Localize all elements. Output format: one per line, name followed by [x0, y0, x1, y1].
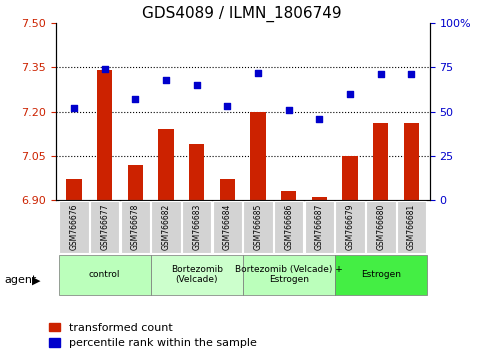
Bar [342, 156, 358, 200]
Bar [66, 179, 82, 200]
Point [408, 72, 415, 77]
Text: control: control [89, 270, 120, 279]
Text: GSM766678: GSM766678 [131, 203, 140, 250]
FancyBboxPatch shape [182, 201, 212, 253]
Point [346, 91, 354, 97]
FancyBboxPatch shape [243, 255, 335, 295]
Legend: transformed count, percentile rank within the sample: transformed count, percentile rank withi… [49, 322, 257, 348]
Bar [158, 129, 174, 200]
Text: GSM766679: GSM766679 [346, 203, 355, 250]
Bar [281, 191, 297, 200]
Bar [220, 179, 235, 200]
Point [101, 66, 109, 72]
FancyBboxPatch shape [335, 255, 427, 295]
Point [193, 82, 200, 88]
FancyBboxPatch shape [90, 201, 119, 253]
Text: GSM766684: GSM766684 [223, 203, 232, 250]
Text: GSM766682: GSM766682 [161, 203, 170, 250]
Text: GSM766687: GSM766687 [315, 203, 324, 250]
Text: GSM766686: GSM766686 [284, 203, 293, 250]
FancyBboxPatch shape [121, 201, 150, 253]
FancyBboxPatch shape [151, 255, 243, 295]
FancyBboxPatch shape [274, 201, 303, 253]
Text: GSM766677: GSM766677 [100, 203, 109, 250]
Text: GSM766685: GSM766685 [254, 203, 263, 250]
Point [162, 77, 170, 82]
Bar [373, 123, 388, 200]
Bar [312, 197, 327, 200]
FancyBboxPatch shape [58, 255, 151, 295]
FancyBboxPatch shape [59, 201, 89, 253]
Text: Estrogen: Estrogen [361, 270, 401, 279]
Text: agent: agent [5, 275, 37, 285]
Text: ▶: ▶ [32, 275, 41, 285]
Text: GSM766676: GSM766676 [70, 203, 78, 250]
Point [224, 103, 231, 109]
Bar [189, 144, 204, 200]
Point [254, 70, 262, 75]
Bar [128, 165, 143, 200]
Text: GDS4089 / ILMN_1806749: GDS4089 / ILMN_1806749 [142, 5, 341, 22]
FancyBboxPatch shape [335, 201, 365, 253]
FancyBboxPatch shape [305, 201, 334, 253]
FancyBboxPatch shape [213, 201, 242, 253]
Bar [97, 70, 113, 200]
Text: GSM766683: GSM766683 [192, 203, 201, 250]
Bar [404, 123, 419, 200]
Point [131, 96, 139, 102]
FancyBboxPatch shape [397, 201, 426, 253]
FancyBboxPatch shape [243, 201, 273, 253]
FancyBboxPatch shape [151, 201, 181, 253]
FancyBboxPatch shape [366, 201, 396, 253]
Bar [250, 112, 266, 200]
Point [285, 107, 293, 113]
Point [377, 72, 384, 77]
Text: GSM766681: GSM766681 [407, 203, 416, 250]
Text: GSM766680: GSM766680 [376, 203, 385, 250]
Point [70, 105, 78, 111]
Text: Bortezomib (Velcade) +
Estrogen: Bortezomib (Velcade) + Estrogen [235, 265, 342, 284]
Text: Bortezomib
(Velcade): Bortezomib (Velcade) [170, 265, 223, 284]
Point [315, 116, 323, 121]
